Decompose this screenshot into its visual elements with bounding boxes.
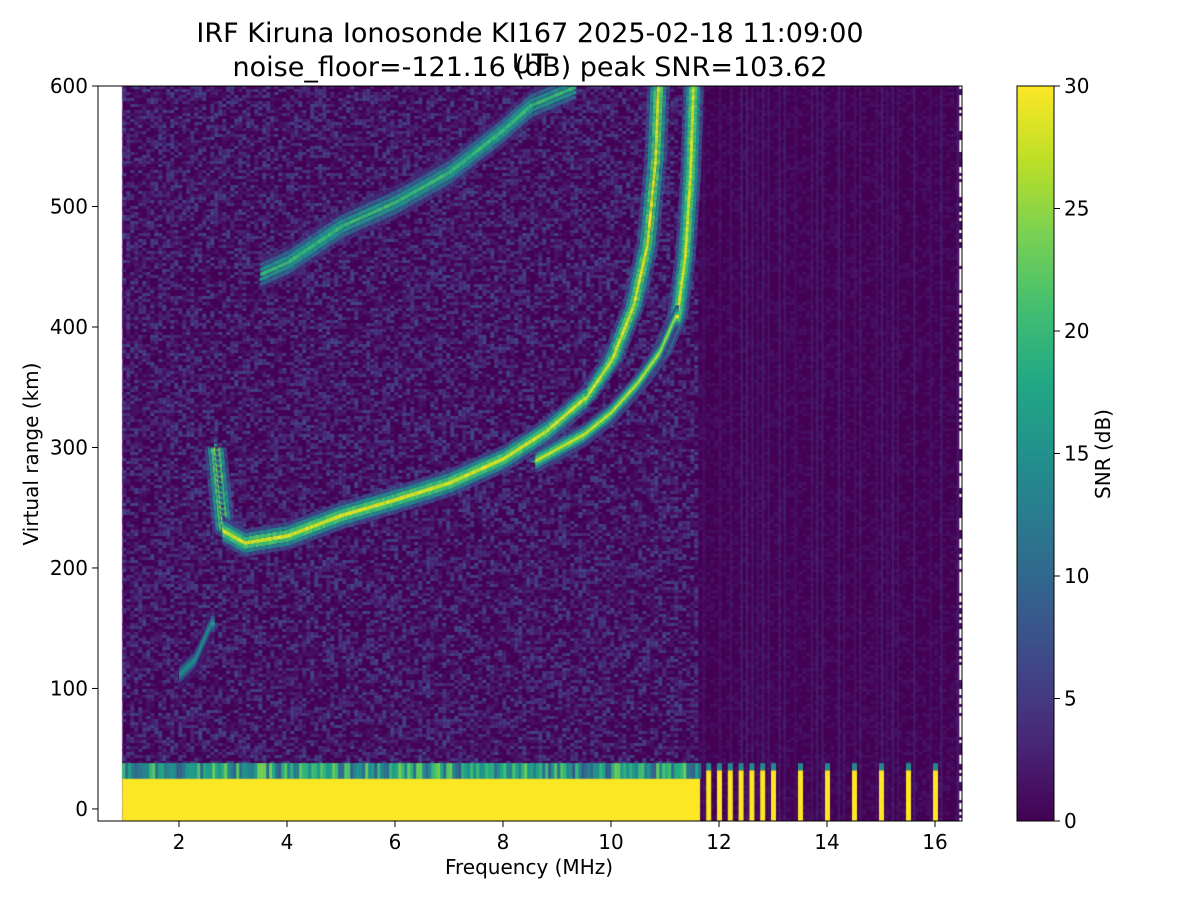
x-axis: 2 4 6 8 10 12 14 16 xyxy=(173,821,948,854)
y-axis-label: Virtual range (km) xyxy=(19,363,43,546)
x-tick-label: 4 xyxy=(281,830,294,854)
colorbar-tick-label: 25 xyxy=(1064,197,1089,221)
x-tick-label: 2 xyxy=(173,830,186,854)
y-tick-label: 400 xyxy=(50,315,88,339)
y-tick-label: 100 xyxy=(50,676,88,700)
colorbar-tick-label: 5 xyxy=(1064,687,1077,711)
y-tick-label: 200 xyxy=(50,556,88,580)
y-tick-label: 0 xyxy=(75,797,88,821)
y-tick-label: 500 xyxy=(50,194,88,218)
chart-subtitle: noise_floor=-121.16 (dB) peak SNR=103.62 xyxy=(232,52,828,83)
colorbar-axis: 0 5 10 15 20 25 30 xyxy=(1054,74,1089,833)
y-tick-label: 600 xyxy=(50,74,88,98)
colorbar-tick-label: 0 xyxy=(1064,809,1077,833)
heatmap-image xyxy=(98,86,962,821)
y-tick-label: 300 xyxy=(50,435,88,459)
colorbar xyxy=(1016,85,1055,822)
colorbar-tick-label: 10 xyxy=(1064,564,1089,588)
x-tick-label: 14 xyxy=(814,830,839,854)
colorbar-tick-label: 20 xyxy=(1064,319,1089,343)
x-axis-label: Frequency (MHz) xyxy=(445,855,613,879)
x-tick-label: 10 xyxy=(598,830,623,854)
plot-frame xyxy=(97,85,963,822)
snr-heatmap xyxy=(98,86,962,821)
x-tick-label: 16 xyxy=(922,830,947,854)
colorbar-tick-label: 15 xyxy=(1064,442,1089,466)
chart-title: IRF Kiruna Ionosonde KI167 2025-02-18 11… xyxy=(196,18,864,80)
y-axis: 0 100 200 300 400 500 600 xyxy=(50,74,98,821)
x-tick-label: 6 xyxy=(389,830,402,854)
colorbar-label: SNR (dB) xyxy=(1091,409,1115,499)
x-tick-label: 12 xyxy=(706,830,731,854)
colorbar-tick-label: 30 xyxy=(1064,74,1089,98)
x-tick-label: 8 xyxy=(497,830,510,854)
